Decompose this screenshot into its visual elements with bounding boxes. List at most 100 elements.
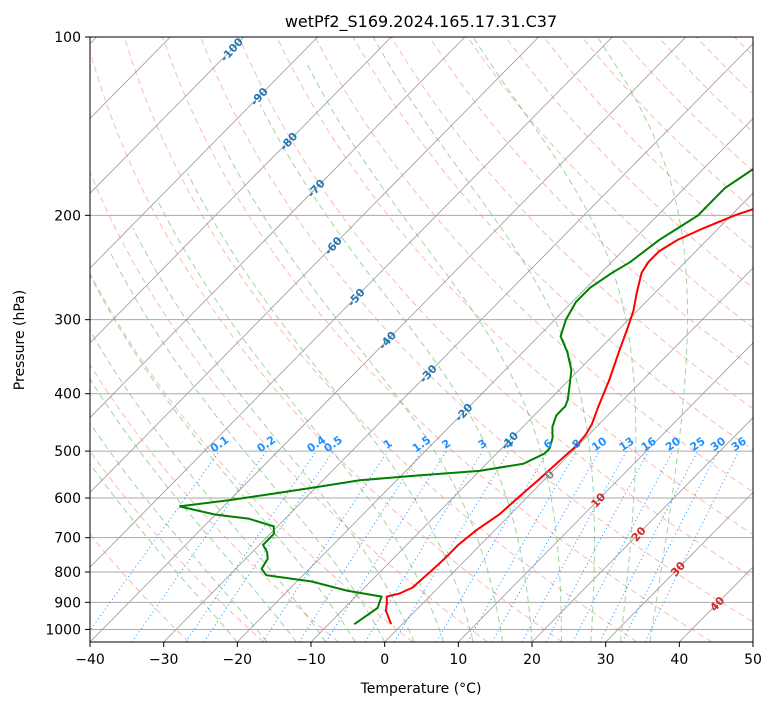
isotherm-label: 10 bbox=[588, 490, 608, 510]
mixing-ratio-line bbox=[298, 450, 423, 642]
isotherm-label: 40 bbox=[707, 594, 727, 614]
dry-adiabat bbox=[90, 450, 264, 642]
isotherm-line bbox=[458, 342, 753, 642]
moist-adiabat bbox=[372, 37, 595, 642]
isotherm-label: -10 bbox=[498, 429, 521, 453]
mixing-ratio-lines bbox=[90, 450, 740, 642]
moist-adiabat bbox=[596, 37, 688, 642]
y-axis-ticks: 100 200 300 400 500 600 700 800 900 1000 bbox=[45, 30, 90, 638]
isotherm-line bbox=[90, 37, 613, 568]
dry-adiabat bbox=[466, 37, 753, 329]
isotherm-line bbox=[310, 192, 753, 642]
isotherm-label: -60 bbox=[322, 234, 345, 258]
dry-adiabat bbox=[695, 37, 753, 95]
x-tick-label: −20 bbox=[223, 652, 253, 668]
y-tick-label: 600 bbox=[54, 491, 81, 507]
dry-adiabat bbox=[90, 363, 339, 642]
isotherm-label: -90 bbox=[248, 85, 271, 109]
y-axis-label: Pressure (hPa) bbox=[12, 290, 28, 390]
isotherm-line bbox=[531, 417, 753, 642]
mixing-ratio-line bbox=[491, 450, 600, 642]
isotherm-line bbox=[384, 267, 753, 642]
dry-adiabat bbox=[314, 37, 753, 493]
mixing-ratio-line bbox=[621, 450, 719, 642]
y-tick-label: 100 bbox=[54, 30, 81, 46]
isotherm-line bbox=[90, 37, 539, 494]
isotherm-grid bbox=[90, 37, 753, 642]
mixing-ratio-line bbox=[572, 450, 674, 642]
mixing-ratio-label: 0.2 bbox=[255, 433, 278, 455]
mixing-ratio-line bbox=[262, 450, 389, 642]
y-tick-label: 500 bbox=[54, 444, 81, 460]
x-tick-label: 40 bbox=[670, 652, 688, 668]
isotherm-line bbox=[679, 566, 753, 642]
mixing-ratio-label: 1.5 bbox=[410, 433, 433, 455]
plot-area: 0.1 0.2 0.40.5 1 1.5 2 3 4 6 8 10 13 16 20 25 30 36-100-… bbox=[90, 37, 753, 642]
isotherm-label: -70 bbox=[305, 177, 328, 201]
dry-adiabat bbox=[90, 170, 488, 642]
isotherm-line bbox=[752, 641, 753, 642]
x-tick-label: 10 bbox=[449, 652, 467, 668]
isobar-grid bbox=[90, 37, 753, 630]
isotherm-line bbox=[605, 491, 753, 642]
isotherm-line bbox=[90, 37, 687, 642]
moist-adiabat bbox=[90, 422, 268, 642]
moist-adiabat bbox=[90, 274, 356, 642]
mixing-ratio-line bbox=[599, 450, 699, 642]
isotherm-line bbox=[90, 37, 466, 419]
moist-adiabat bbox=[259, 104, 533, 642]
y-tick-label: 200 bbox=[54, 208, 81, 224]
dry-adiabat bbox=[733, 37, 753, 57]
x-tick-label: −30 bbox=[149, 652, 179, 668]
profile-series bbox=[179, 167, 753, 626]
isotherm-line bbox=[163, 43, 753, 642]
dry-adiabat bbox=[390, 37, 753, 410]
dry-adiabat bbox=[581, 37, 753, 211]
mixing-ratio-label: 1 bbox=[381, 437, 395, 452]
mixing-ratio-line bbox=[131, 450, 267, 642]
dry-adiabat bbox=[90, 49, 563, 642]
x-tick-label: −10 bbox=[296, 652, 326, 668]
plot-frame bbox=[89, 36, 754, 643]
x-axis-label: Temperature (°C) bbox=[360, 681, 482, 697]
dry-adiabat bbox=[90, 533, 190, 642]
dry-adiabat bbox=[619, 37, 753, 172]
dry-adiabat bbox=[161, 37, 712, 642]
dewpoint-profile-line bbox=[179, 167, 753, 626]
dry-adiabat bbox=[238, 37, 753, 579]
mixing-ratio-line bbox=[185, 450, 317, 642]
mixing-ratio-line bbox=[545, 450, 650, 642]
mixing-ratio-line bbox=[325, 450, 447, 642]
dry-adiabat bbox=[200, 37, 753, 623]
x-tick-label: 0 bbox=[380, 652, 389, 668]
y-tick-label: 1000 bbox=[45, 622, 81, 638]
dry-adiabat bbox=[543, 37, 753, 250]
isotherm-line bbox=[90, 37, 318, 269]
moist-adiabat bbox=[472, 37, 637, 642]
mixing-ratio-line bbox=[435, 450, 549, 642]
y-tick-label: 700 bbox=[54, 531, 81, 547]
isotherm-label: -80 bbox=[277, 130, 300, 154]
isotherm-line bbox=[90, 37, 245, 194]
isotherm-line bbox=[90, 37, 392, 344]
moist-adiabat bbox=[305, 61, 562, 642]
moist-adiabat bbox=[90, 329, 327, 642]
mixing-ratio-line bbox=[90, 450, 221, 632]
moist-adiabat bbox=[90, 378, 297, 642]
dry-adiabats bbox=[90, 37, 753, 642]
dry-adiabat bbox=[428, 37, 753, 369]
mixing-ratio-label: 0.5 bbox=[321, 433, 344, 455]
moist-adiabat bbox=[109, 251, 386, 642]
temperature-profile-line bbox=[384, 208, 753, 625]
y-tick-label: 800 bbox=[54, 565, 81, 581]
dry-adiabat bbox=[352, 37, 753, 451]
isotherm-label: 30 bbox=[668, 559, 688, 579]
mixing-ratio-line bbox=[644, 450, 740, 642]
moist-adiabat bbox=[187, 173, 474, 642]
x-tick-label: −40 bbox=[75, 652, 105, 668]
x-axis-ticks: −40 −30 −20 −10 0 10 20 30 40 50 bbox=[75, 642, 762, 668]
x-tick-label: 20 bbox=[523, 652, 541, 668]
x-tick-label: 50 bbox=[744, 652, 762, 668]
moist-adiabat bbox=[132, 227, 415, 642]
